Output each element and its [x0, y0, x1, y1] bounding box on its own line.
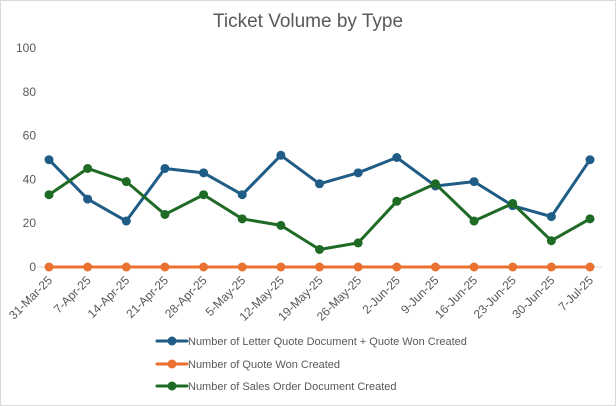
legend-label: Number of Letter Quote Document + Quote … [188, 336, 467, 348]
data-point[interactable] [430, 179, 440, 189]
data-point[interactable] [546, 236, 556, 246]
y-tick-label: 0 [29, 260, 36, 274]
data-point[interactable] [237, 214, 247, 224]
data-point[interactable] [508, 262, 518, 272]
legend-item[interactable]: Number of Sales Order Document Created [155, 381, 396, 393]
x-tick-label: 31-Mar-25 [6, 273, 55, 322]
data-point[interactable] [276, 220, 286, 230]
legend-label: Number of Sales Order Document Created [188, 381, 396, 393]
data-point[interactable] [353, 262, 363, 272]
series-2 [44, 262, 595, 272]
legend-item[interactable]: Number of Letter Quote Document + Quote … [155, 336, 467, 348]
data-point[interactable] [585, 214, 595, 224]
x-tick-label: 2-Jun-25 [360, 273, 404, 317]
data-point[interactable] [199, 262, 209, 272]
data-point[interactable] [44, 155, 54, 165]
series-3 [44, 163, 595, 254]
y-tick-label: 40 [23, 172, 37, 186]
legend-swatch-marker [167, 359, 177, 369]
data-point[interactable] [546, 212, 556, 222]
data-point[interactable] [121, 216, 131, 226]
data-point[interactable] [392, 153, 402, 162]
data-point[interactable] [237, 262, 247, 272]
data-point[interactable] [121, 177, 131, 187]
y-tick-label: 100 [16, 41, 36, 55]
series-layer [44, 150, 595, 272]
legend: Number of Letter Quote Document + Quote … [155, 336, 467, 393]
data-point[interactable] [199, 190, 209, 200]
data-point[interactable] [276, 150, 286, 160]
data-point[interactable] [160, 209, 170, 219]
data-point[interactable] [315, 244, 324, 254]
x-tick-label: 28-Apr-25 [162, 273, 210, 321]
data-point[interactable] [392, 262, 402, 272]
data-point[interactable] [315, 179, 324, 189]
x-axis: 31-Mar-257-Apr-2514-Apr-2521-Apr-2528-Ap… [6, 266, 602, 324]
data-point[interactable] [276, 262, 286, 272]
data-point[interactable] [160, 163, 170, 173]
data-point[interactable] [353, 238, 363, 248]
data-point[interactable] [199, 168, 209, 178]
data-point[interactable] [121, 262, 131, 272]
x-tick-label: 30-Jun-25 [509, 273, 557, 321]
data-point[interactable] [83, 163, 93, 173]
data-point[interactable] [585, 262, 595, 272]
legend-swatch-marker [167, 336, 177, 346]
data-point[interactable] [353, 168, 363, 178]
legend-label: Number of Quote Won Created [188, 359, 340, 371]
data-point[interactable] [430, 262, 440, 272]
data-point[interactable] [44, 262, 54, 272]
data-point[interactable] [546, 262, 556, 272]
data-point[interactable] [83, 262, 93, 272]
data-point[interactable] [392, 196, 402, 206]
data-point[interactable] [469, 177, 479, 187]
data-point[interactable] [508, 198, 518, 208]
data-point[interactable] [83, 194, 93, 204]
series-1 [44, 150, 595, 226]
data-point[interactable] [160, 262, 170, 272]
data-point[interactable] [44, 190, 54, 200]
data-point[interactable] [469, 262, 479, 272]
data-point[interactable] [237, 190, 247, 200]
chart-title: Ticket Volume by Type [212, 11, 404, 32]
legend-item[interactable]: Number of Quote Won Created [155, 359, 340, 371]
y-tick-label: 60 [23, 129, 37, 143]
data-point[interactable] [585, 155, 595, 165]
x-tick-label: 7-Jul-25 [556, 273, 597, 314]
legend-swatch-marker [167, 381, 177, 391]
data-point[interactable] [469, 216, 479, 226]
y-axis: 0 20 40 60 80 100 [16, 41, 36, 274]
data-point[interactable] [315, 262, 324, 272]
y-tick-label: 20 [23, 216, 37, 230]
y-tick-label: 80 [23, 85, 37, 99]
